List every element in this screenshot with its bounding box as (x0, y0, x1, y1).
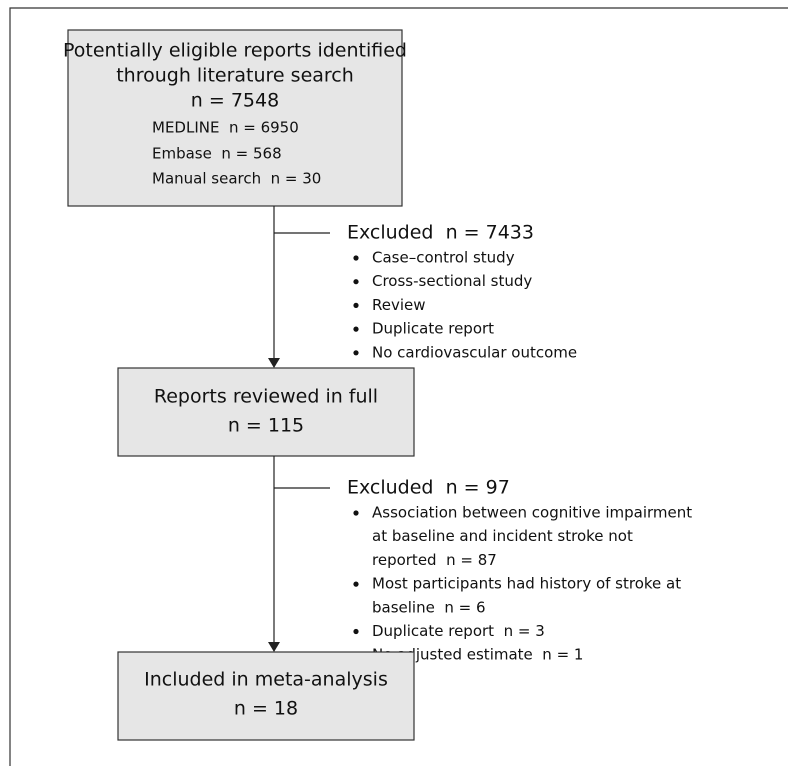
exclusion-title: Excluded n = 97 (347, 477, 510, 499)
bullet (353, 279, 359, 285)
bullet (353, 255, 359, 261)
bullet (353, 628, 359, 635)
bullet (353, 326, 359, 332)
box (67, 29, 403, 207)
exclusion-item: Case–control study (372, 249, 515, 267)
box-text: n = 115 (228, 415, 304, 437)
frame (9, 7, 788, 766)
box-text: Reports reviewed in full (154, 386, 378, 408)
exclusion-item: Association between cognitive impairment (372, 504, 692, 522)
exclusion-item: Cross-sectional study (372, 272, 532, 290)
box-text: n = 7548 (191, 90, 279, 112)
box (117, 367, 415, 457)
exclusion-title: Excluded n = 7433 (347, 222, 534, 244)
box-text: n = 18 (234, 698, 298, 720)
box (117, 651, 415, 741)
source: MEDLINE n = 6950 (152, 119, 299, 137)
exclusion-item: at baseline and incident stroke not (372, 527, 633, 545)
exclusion-item: Duplicate report n = 3 (372, 622, 545, 640)
exclusion-item: No adjusted estimate n = 1 (372, 646, 583, 664)
bullet (353, 581, 359, 587)
exclusion-item: Review (372, 296, 426, 314)
exclusion-item: No cardiovascular outcome (372, 343, 577, 361)
box-text: Included in meta-analysis (144, 669, 388, 691)
exclusion-list: Case–control study Cross-sectional study R… (353, 249, 577, 361)
source: Manual search n = 30 (152, 170, 321, 188)
bullet (353, 350, 359, 356)
source: Embase n = 568 (152, 145, 282, 163)
exclusion-item: reported n = 87 (372, 551, 497, 569)
exclusion-item: Duplicate report (372, 320, 494, 338)
exclusion-item: baseline n = 6 (372, 598, 486, 616)
bullet (353, 510, 359, 516)
exclusion-list: Association between cognitive impairment… (353, 504, 692, 664)
box-text: through literature search (116, 65, 354, 87)
exclusion-item: Most participants had history of stroke … (372, 575, 681, 593)
box-text: Potentially eligible reports identified (63, 40, 407, 62)
bullet (353, 302, 359, 308)
